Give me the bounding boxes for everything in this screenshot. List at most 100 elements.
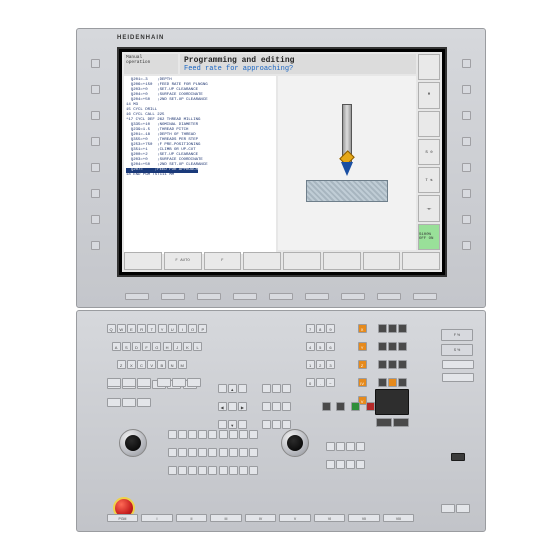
qwerty-key-j[interactable]: J (173, 342, 182, 351)
qwerty-key-n[interactable]: N (168, 360, 177, 369)
key[interactable] (346, 460, 355, 469)
qwerty-key-z[interactable]: Z (117, 360, 126, 369)
bezel-softkey-right[interactable] (462, 59, 471, 68)
edit-key[interactable] (137, 378, 151, 387)
bezel-softkey-left[interactable] (91, 137, 100, 146)
qwerty-key-c[interactable]: C (137, 360, 146, 369)
trackpad-left-button[interactable] (376, 418, 392, 427)
mode-key[interactable]: III (210, 514, 242, 522)
key[interactable] (336, 402, 345, 411)
mode-key[interactable]: VII (348, 514, 380, 522)
numpad-key-6[interactable]: 6 (326, 342, 335, 351)
numpad-key-2[interactable]: 2 (316, 360, 325, 369)
screen-softkey-right[interactable] (418, 54, 440, 80)
jog-key[interactable] (239, 448, 248, 457)
key[interactable] (326, 442, 335, 451)
bezel-softkey-left[interactable] (91, 111, 100, 120)
numpad-key-7[interactable]: 7 (306, 324, 315, 333)
qwerty-key-m[interactable]: M (178, 360, 187, 369)
jog-key[interactable] (198, 466, 207, 475)
jog-key[interactable] (249, 430, 258, 439)
qwerty-key-e[interactable]: E (127, 324, 136, 333)
jog-key[interactable] (229, 430, 238, 439)
jog-key[interactable] (219, 448, 228, 457)
edit-key[interactable] (107, 398, 121, 407)
screen-softkey-bottom[interactable] (124, 252, 162, 270)
arrow-down-key[interactable]: ▼ (228, 420, 237, 429)
jog-key[interactable] (208, 430, 217, 439)
qwerty-key-h[interactable]: H (163, 342, 172, 351)
bezel-softkey-left[interactable] (91, 215, 100, 224)
qwerty-key-f[interactable]: F (142, 342, 151, 351)
axis-key-iv[interactable]: IV (358, 378, 367, 387)
qwerty-key-u[interactable]: U (168, 324, 177, 333)
bezel-softkey-bottom[interactable] (377, 293, 401, 300)
screen-softkey-right[interactable]: T ⇅ (418, 167, 440, 193)
feed-override[interactable]: F % (441, 329, 473, 341)
feed-override-knob[interactable] (119, 429, 147, 457)
nav-key[interactable] (282, 420, 291, 429)
screen-softkey-right[interactable] (418, 111, 440, 137)
mode-key[interactable]: VIII (383, 514, 415, 522)
nav-key[interactable] (282, 402, 291, 411)
screen-softkey-bottom[interactable] (402, 252, 440, 270)
nav-key[interactable] (282, 384, 291, 393)
bezel-softkey-right[interactable] (462, 163, 471, 172)
bezel-softkey-right[interactable] (462, 137, 471, 146)
qwerty-key-r[interactable]: R (137, 324, 146, 333)
trackpad-right-button[interactable] (393, 418, 409, 427)
qwerty-key-g[interactable]: G (152, 342, 161, 351)
qwerty-key-t[interactable]: T (147, 324, 156, 333)
edit-key[interactable] (107, 378, 121, 387)
nav-key[interactable] (238, 420, 247, 429)
arrow-up-key[interactable]: ▲ (228, 384, 237, 393)
axis-key-z[interactable]: Z (358, 360, 367, 369)
edit-key[interactable] (122, 378, 136, 387)
usb-port[interactable] (451, 453, 465, 461)
fn-key[interactable] (378, 342, 387, 351)
mode-key[interactable]: PGM (107, 514, 139, 522)
numpad-key-4[interactable]: 4 (306, 342, 315, 351)
jog-key[interactable] (249, 466, 258, 475)
fn-key[interactable] (388, 324, 397, 333)
bezel-softkey-bottom[interactable] (413, 293, 437, 300)
fn-key[interactable] (378, 360, 387, 369)
numpad-key-.[interactable]: . (316, 378, 325, 387)
jog-key[interactable] (219, 466, 228, 475)
bezel-softkey-bottom[interactable] (161, 293, 185, 300)
qwerty-key-x[interactable]: X (127, 360, 136, 369)
qwerty-key-i[interactable]: I (178, 324, 187, 333)
bezel-softkey-left[interactable] (91, 85, 100, 94)
jog-key[interactable] (168, 466, 177, 475)
screen-softkey-right[interactable]: S ⊙ (418, 139, 440, 165)
numpad-key-5[interactable]: 5 (316, 342, 325, 351)
mode-key[interactable]: I (141, 514, 173, 522)
bezel-softkey-bottom[interactable] (269, 293, 293, 300)
screen-softkey-bottom[interactable]: F AUTO (164, 252, 202, 270)
bezel-softkey-bottom[interactable] (341, 293, 365, 300)
nav-key[interactable] (272, 384, 281, 393)
mode-key[interactable]: VI (314, 514, 346, 522)
jog-key[interactable] (249, 448, 258, 457)
bezel-softkey-right[interactable] (462, 111, 471, 120)
jog-key[interactable] (178, 448, 187, 457)
fn-key[interactable] (378, 378, 387, 387)
qwerty-key-d[interactable]: D (132, 342, 141, 351)
key[interactable] (456, 504, 470, 513)
bezel-softkey-bottom[interactable] (197, 293, 221, 300)
jog-key[interactable] (178, 430, 187, 439)
qwerty-key-p[interactable]: P (198, 324, 207, 333)
bezel-softkey-right[interactable] (462, 215, 471, 224)
edit-key[interactable] (187, 378, 201, 387)
edit-key[interactable] (122, 398, 136, 407)
bezel-softkey-bottom[interactable] (125, 293, 149, 300)
bezel-softkey-left[interactable] (91, 189, 100, 198)
screen-softkey-right[interactable]: S100% OFF ON (418, 224, 440, 250)
qwerty-key-w[interactable]: W (117, 324, 126, 333)
screen-softkey-bottom[interactable] (243, 252, 281, 270)
numpad-key-3[interactable]: 3 (326, 360, 335, 369)
jog-key[interactable] (188, 448, 197, 457)
jog-key[interactable] (168, 430, 177, 439)
arrow-right-key[interactable]: ▶ (238, 402, 247, 411)
bezel-softkey-left[interactable] (91, 163, 100, 172)
